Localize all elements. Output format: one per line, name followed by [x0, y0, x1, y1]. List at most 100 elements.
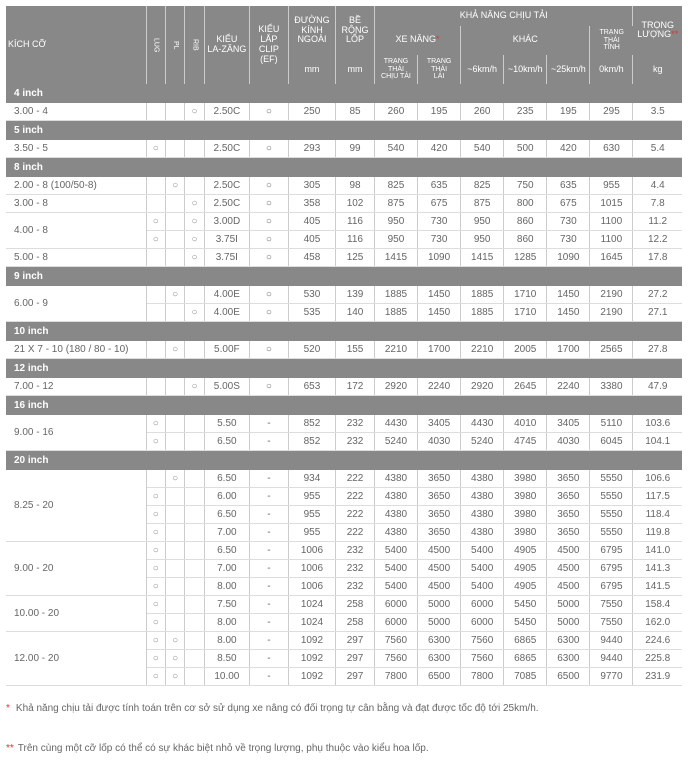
data-cell: 8.50 — [204, 650, 249, 668]
data-cell: 4430 — [461, 415, 504, 433]
data-cell: ○ — [249, 286, 288, 304]
data-cell: 3650 — [547, 488, 590, 506]
data-cell: 4745 — [504, 433, 547, 451]
data-cell: 7550 — [590, 596, 633, 614]
data-cell: 1092 — [288, 650, 335, 668]
data-cell: 5240 — [374, 433, 417, 451]
size-cell: 10.00 - 20 — [6, 596, 146, 632]
data-cell: 950 — [461, 231, 504, 249]
data-cell: 635 — [418, 177, 461, 195]
data-cell: 4.4 — [633, 177, 682, 195]
data-cell: 1700 — [418, 341, 461, 359]
data-cell: 630 — [590, 140, 633, 158]
data-cell: 1015 — [590, 195, 633, 213]
data-cell: 3980 — [504, 470, 547, 488]
data-cell — [165, 578, 184, 596]
data-cell — [165, 195, 184, 213]
data-cell: 530 — [288, 286, 335, 304]
data-cell: 1450 — [547, 304, 590, 322]
data-cell: 222 — [336, 524, 375, 542]
data-cell — [165, 415, 184, 433]
data-cell: 260 — [461, 103, 504, 121]
data-cell: 3650 — [418, 470, 461, 488]
data-cell: 950 — [374, 213, 417, 231]
data-cell: 6865 — [504, 632, 547, 650]
data-cell — [185, 542, 204, 560]
data-cell: 139 — [336, 286, 375, 304]
data-cell: 5110 — [590, 415, 633, 433]
data-cell: 3650 — [418, 524, 461, 542]
data-cell — [146, 249, 165, 267]
data-cell: 2240 — [418, 378, 461, 396]
data-cell — [185, 614, 204, 632]
data-cell: ○ — [165, 668, 184, 686]
hdr-lai: TRẠNG THÁILÁI — [418, 55, 461, 84]
data-cell: 1006 — [288, 578, 335, 596]
data-cell — [165, 103, 184, 121]
hdr-tinh: TRẠNG THÁITĨNH — [590, 26, 633, 55]
hdr-kg: kg — [633, 55, 682, 84]
data-cell: ○ — [146, 433, 165, 451]
hdr-xenang: XE NÂNG* — [374, 26, 460, 55]
data-cell: ○ — [146, 668, 165, 686]
data-cell: - — [249, 433, 288, 451]
data-cell: 4500 — [418, 560, 461, 578]
data-cell: ○ — [249, 177, 288, 195]
data-cell: 9440 — [590, 632, 633, 650]
data-cell: ○ — [146, 650, 165, 668]
data-cell: 4030 — [418, 433, 461, 451]
data-cell: - — [249, 596, 288, 614]
data-cell: 4030 — [547, 433, 590, 451]
data-cell — [146, 341, 165, 359]
data-cell — [146, 286, 165, 304]
data-cell: 540 — [374, 140, 417, 158]
data-cell: 6865 — [504, 650, 547, 668]
data-cell — [185, 433, 204, 451]
table-row: 3.00 - 8○2.50C○3581028756758758006751015… — [6, 195, 682, 213]
data-cell: 825 — [461, 177, 504, 195]
data-cell: 1006 — [288, 542, 335, 560]
data-cell: 5400 — [461, 542, 504, 560]
data-cell: ○ — [185, 249, 204, 267]
data-cell — [185, 560, 204, 578]
data-cell: 222 — [336, 506, 375, 524]
data-cell: 2190 — [590, 286, 633, 304]
data-cell: 6.00 — [204, 488, 249, 506]
data-cell: 2645 — [504, 378, 547, 396]
data-cell: 4.00E — [204, 304, 249, 322]
data-cell: 260 — [374, 103, 417, 121]
data-cell: 295 — [590, 103, 633, 121]
data-cell — [185, 140, 204, 158]
size-cell: 12.00 - 20 — [6, 632, 146, 686]
data-cell: ○ — [185, 103, 204, 121]
data-cell — [146, 470, 165, 488]
data-cell: 99 — [336, 140, 375, 158]
data-cell: 2920 — [374, 378, 417, 396]
data-cell: - — [249, 542, 288, 560]
data-cell: 7550 — [590, 614, 633, 632]
data-cell: 231.9 — [633, 668, 682, 686]
data-cell — [185, 668, 204, 686]
data-cell: - — [249, 524, 288, 542]
data-cell: 800 — [504, 195, 547, 213]
data-cell: - — [249, 578, 288, 596]
data-cell: 125 — [336, 249, 375, 267]
data-cell: ○ — [146, 578, 165, 596]
data-cell: 6000 — [374, 596, 417, 614]
data-cell: 1090 — [418, 249, 461, 267]
data-cell: 297 — [336, 668, 375, 686]
data-cell: 4010 — [504, 415, 547, 433]
data-cell — [185, 488, 204, 506]
data-cell: 5.50 — [204, 415, 249, 433]
data-cell: 4380 — [374, 506, 417, 524]
data-cell: ○ — [165, 177, 184, 195]
data-cell: 6795 — [590, 542, 633, 560]
data-cell: 1285 — [504, 249, 547, 267]
data-cell: 3980 — [504, 506, 547, 524]
data-cell: 2.50C — [204, 140, 249, 158]
hdr-khanang: KHẢ NĂNG CHỊU TẢI — [374, 6, 633, 26]
data-cell: 116 — [336, 213, 375, 231]
data-cell: 3380 — [590, 378, 633, 396]
size-cell: 9.00 - 20 — [6, 542, 146, 596]
data-cell: 102 — [336, 195, 375, 213]
